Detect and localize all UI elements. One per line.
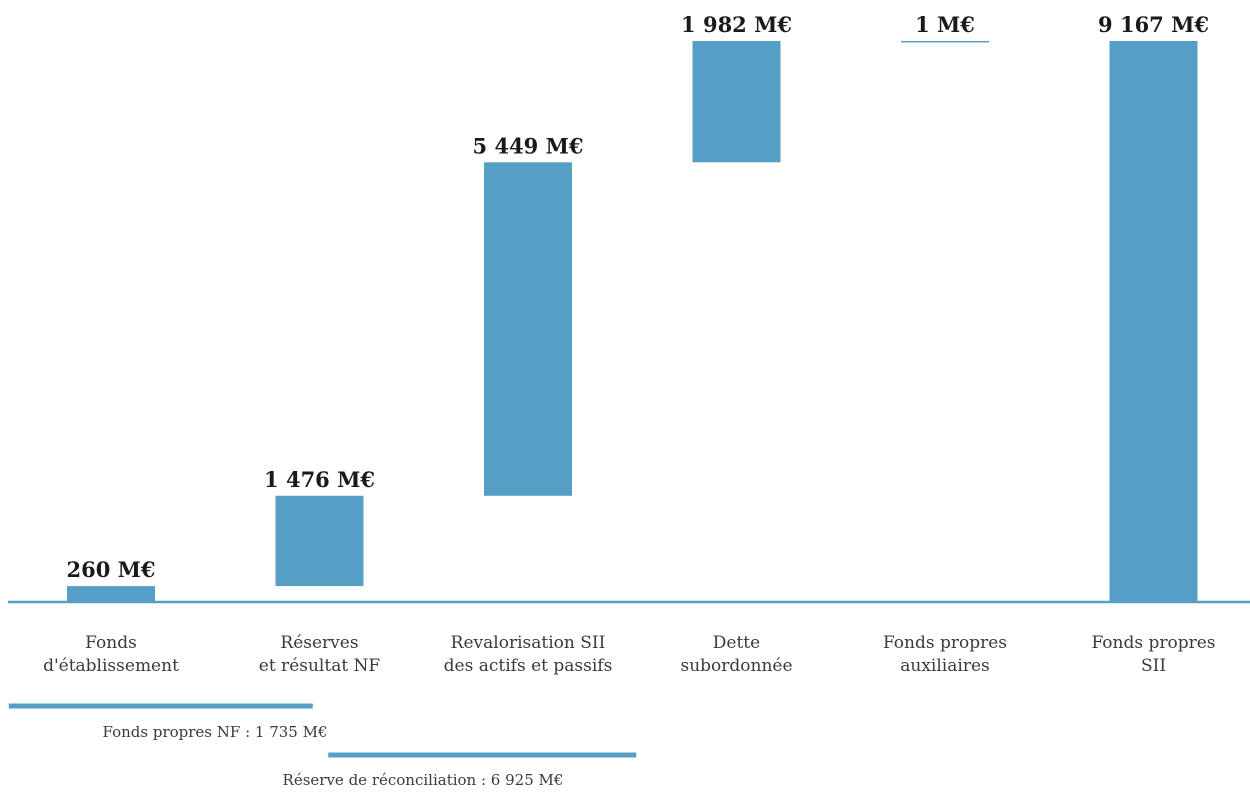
category-label-4: Dette subordonnée <box>680 633 792 676</box>
data-label-6: 9 167 M€ <box>1098 12 1209 37</box>
bar-2 <box>275 495 364 587</box>
group-label-1: Fonds propres NF : 1 735 M€ <box>103 723 328 741</box>
data-label-1: 260 M€ <box>66 557 155 582</box>
bar-3 <box>484 162 572 496</box>
bar-4 <box>692 41 781 163</box>
category-label-2: Réserves et résultat NF <box>259 633 381 676</box>
data-label-4: 1 982 M€ <box>681 12 792 37</box>
bar-6 <box>1109 41 1198 602</box>
bar-5 <box>901 40 989 43</box>
data-label-5: 1 M€ <box>915 12 975 37</box>
data-label-3: 5 449 M€ <box>473 133 584 158</box>
category-label-3: Revalorisation SII des actifs et passifs <box>444 633 613 676</box>
category-label-6: Fonds propres SII <box>1091 633 1215 676</box>
category-label-1: Fonds d'établissement <box>43 633 179 676</box>
category-label-5: Fonds propres auxiliaires <box>883 633 1007 676</box>
data-label-2: 1 476 M€ <box>264 467 375 492</box>
bar-1 <box>67 586 155 602</box>
group-label-2: Réserve de réconciliation : 6 925 M€ <box>283 771 564 789</box>
